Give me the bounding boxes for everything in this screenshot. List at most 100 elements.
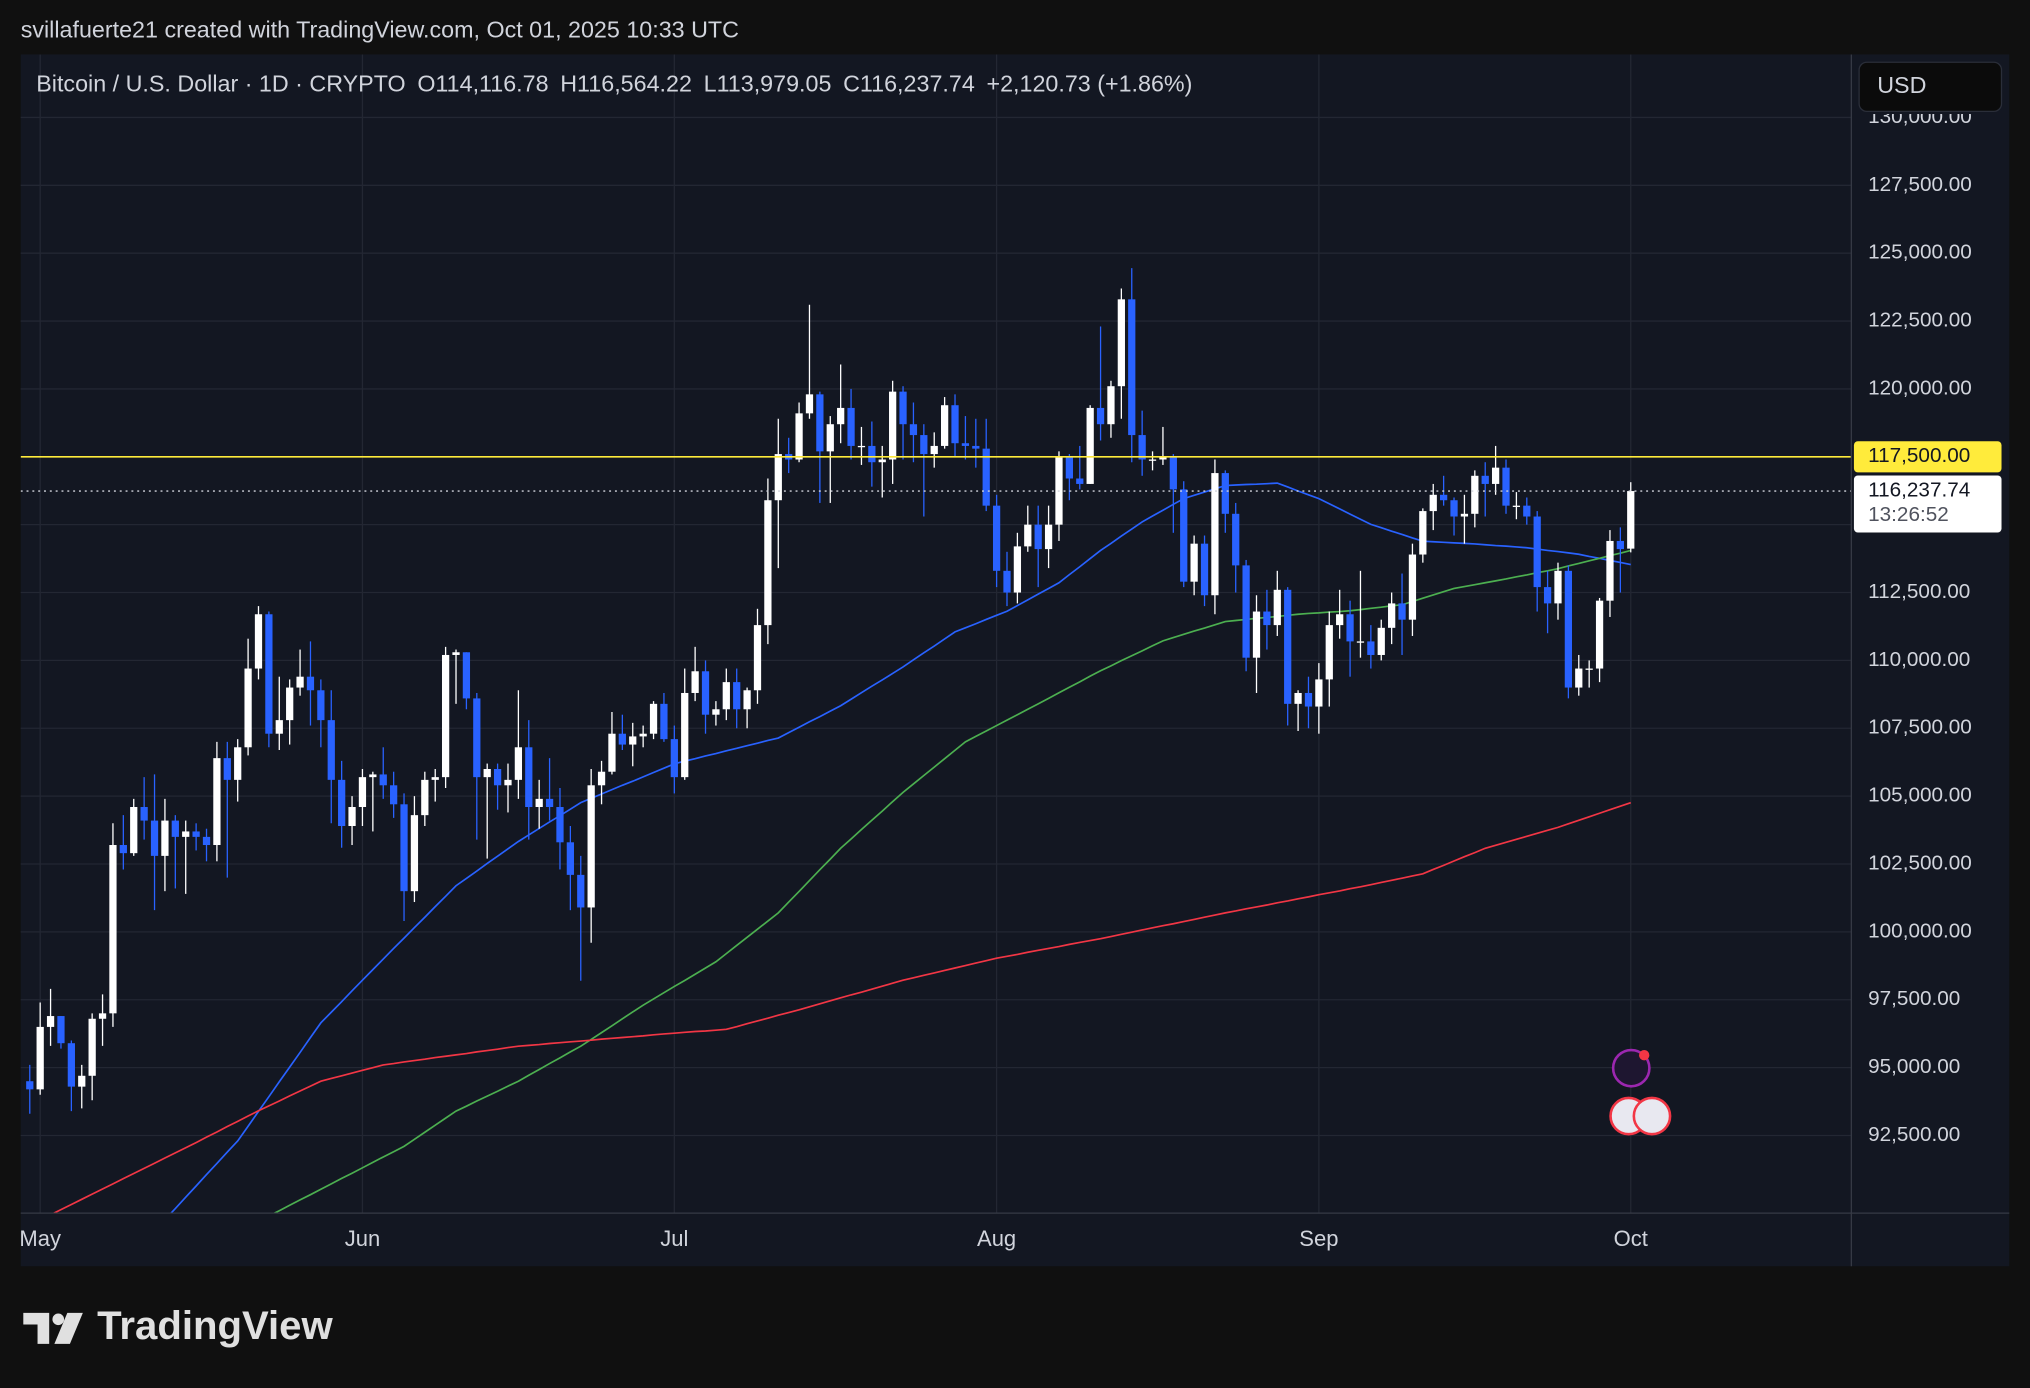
- candle-body: [1502, 467, 1510, 506]
- event-dot: [1639, 1050, 1650, 1061]
- candle-body: [743, 690, 751, 710]
- candle-body: [837, 407, 845, 425]
- candle-body: [795, 413, 803, 460]
- candle-body: [1460, 513, 1469, 517]
- candle-body: [1564, 570, 1573, 688]
- x-tick-label: Jun: [345, 1226, 380, 1251]
- y-tick-label: 112,500.00: [1868, 580, 1970, 603]
- candle-body: [753, 625, 762, 691]
- candle-body: [1388, 603, 1396, 628]
- candle-body: [1616, 540, 1624, 550]
- candle-body: [1491, 467, 1500, 484]
- candle-body: [1512, 505, 1521, 507]
- candle-body: [1024, 524, 1032, 547]
- candle-body: [441, 654, 450, 778]
- countdown-label: 13:26:52: [1868, 503, 1949, 526]
- candle-body: [1242, 565, 1250, 658]
- candle-body: [1263, 611, 1271, 626]
- x-tick-label: Aug: [977, 1226, 1016, 1251]
- candle-body: [868, 445, 876, 463]
- candle-body: [192, 831, 200, 837]
- y-tick-label: 120,000.00: [1868, 376, 1972, 399]
- candle-body: [1221, 473, 1229, 514]
- candle-body: [649, 703, 658, 734]
- candle-body: [483, 768, 491, 778]
- event-icon[interactable]: [1611, 1048, 1651, 1088]
- legend: Bitcoin / U.S. Dollar · 1D · CRYPTO O114…: [36, 71, 1192, 97]
- candle-body: [1398, 603, 1406, 620]
- candle-body: [847, 407, 855, 446]
- candle-body: [1013, 546, 1022, 593]
- candle-body: [608, 733, 616, 772]
- x-tick-label: Oct: [1614, 1226, 1648, 1251]
- candle-body: [1440, 494, 1448, 501]
- currency-button[interactable]: [1858, 61, 2003, 113]
- candle-body: [629, 736, 637, 745]
- y-tick-label: 105,000.00: [1868, 784, 1972, 807]
- candle-body: [951, 405, 959, 444]
- candle-body: [234, 747, 242, 780]
- candle-body: [1284, 589, 1292, 704]
- event-icons: [1609, 1048, 1672, 1136]
- candle-body: [493, 768, 502, 786]
- legend-value: H116,564.22: [560, 71, 692, 97]
- candle-body: [670, 739, 678, 778]
- candle-body: [78, 1075, 86, 1087]
- candle-body: [130, 807, 138, 854]
- y-tick-label: 130,000.00: [1868, 105, 1972, 128]
- brand: TradingView: [97, 1303, 333, 1348]
- candle-body: [701, 671, 710, 715]
- candle-body: [1159, 456, 1167, 460]
- legend-value: C116,237.74: [843, 71, 975, 97]
- candle-body: [1523, 505, 1531, 517]
- candle-body: [46, 1016, 55, 1027]
- logo-part: [54, 1312, 83, 1344]
- candle-body: [1356, 641, 1365, 643]
- x-tick-label: Jul: [660, 1226, 688, 1251]
- candle-body: [1148, 459, 1157, 461]
- header: svillafuerte21 created with TradingView.…: [21, 16, 739, 42]
- event-icon[interactable]: [1632, 1096, 1672, 1136]
- moving-average-line: [51, 801, 1632, 1214]
- x-tick-label: May: [19, 1226, 61, 1251]
- candle-body: [1180, 489, 1188, 582]
- candle-body: [1554, 570, 1562, 604]
- logo-part: [52, 1313, 65, 1326]
- candle-body: [109, 845, 117, 1014]
- candle-body: [722, 682, 730, 710]
- candle-body: [1325, 625, 1333, 680]
- candle-body: [265, 614, 273, 734]
- candle-body: [577, 874, 585, 908]
- candle-body: [1200, 543, 1209, 596]
- level-tag: [1853, 441, 2002, 473]
- candle-body: [930, 445, 938, 455]
- candle-body: [1294, 692, 1302, 704]
- candle-body: [972, 445, 980, 449]
- candle-body: [1346, 614, 1354, 642]
- level-tag-label: 117,500.00: [1868, 444, 1970, 467]
- candle-body: [525, 747, 533, 808]
- candle-body: [1107, 386, 1115, 425]
- candle-body: [639, 733, 647, 737]
- plot: [20, 268, 1852, 1214]
- candle-body: [889, 391, 897, 460]
- candle-body: [1315, 679, 1323, 707]
- candle-body: [826, 424, 834, 452]
- candle-body: [691, 671, 699, 693]
- candle-body: [338, 779, 346, 827]
- candle-body: [556, 807, 564, 843]
- candle-body: [961, 443, 970, 446]
- candle-body: [400, 804, 408, 892]
- candle-body: [462, 652, 471, 699]
- candle-body: [816, 394, 824, 452]
- y-tick-label: 127,500.00: [1868, 173, 1972, 196]
- candle-body: [36, 1026, 44, 1090]
- candle-body: [774, 454, 782, 501]
- candle-body: [286, 687, 294, 721]
- legend-value: +2,120.73 (+1.86%): [986, 71, 1192, 97]
- legend-value: L113,979.05: [704, 71, 832, 97]
- candle-body: [597, 771, 606, 786]
- candle-body: [379, 774, 387, 786]
- candle-body: [26, 1081, 34, 1090]
